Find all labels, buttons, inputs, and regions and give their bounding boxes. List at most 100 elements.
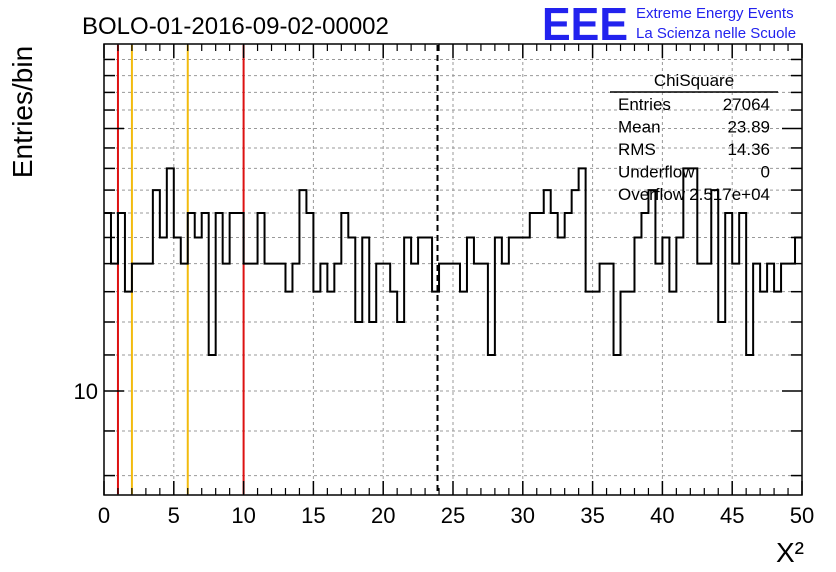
eee-logo-mark: EEE xyxy=(542,0,628,50)
histogram-bin xyxy=(739,213,746,495)
histogram-bin xyxy=(195,237,202,495)
histogram-bin xyxy=(495,237,502,495)
histogram-bin xyxy=(467,237,474,495)
histogram-bin xyxy=(628,292,635,495)
histogram-bin xyxy=(397,322,404,495)
histogram-bin xyxy=(272,264,279,495)
histogram-bin xyxy=(795,237,802,495)
stats-row-label: Overflow xyxy=(618,185,686,204)
histogram-bin xyxy=(600,264,607,495)
histogram-bin xyxy=(446,264,453,495)
histogram-bin xyxy=(509,237,516,495)
x-tick-label: 20 xyxy=(371,503,395,528)
stats-rows: Entries 27064 Mean 23.89 RMS 14.36 Underflow 0 O… xyxy=(618,95,770,204)
x-tick-label: 50 xyxy=(790,503,814,528)
histogram-bin xyxy=(767,264,774,495)
histogram-bin xyxy=(181,264,188,495)
histogram-bin xyxy=(313,292,320,495)
histogram-bin xyxy=(244,264,251,495)
histogram-bin xyxy=(781,264,788,495)
histogram-bin xyxy=(390,292,397,495)
histogram-bin xyxy=(460,292,467,495)
x-tick-label: 5 xyxy=(168,503,180,528)
histogram-bin xyxy=(118,213,125,495)
histogram-bin xyxy=(634,237,641,495)
x-tick-label: 15 xyxy=(301,503,325,528)
histogram-bin xyxy=(453,264,460,495)
histogram-bin xyxy=(355,322,362,495)
stats-row-value: 14.36 xyxy=(727,140,770,159)
histogram-bin xyxy=(425,237,432,495)
histogram-bin xyxy=(299,190,306,495)
histogram-bin xyxy=(502,264,509,495)
x-tick-labels: 0 5 10 15 20 25 30 35 40 45 50 xyxy=(98,503,814,528)
histogram-bin xyxy=(188,213,195,495)
x-tick-label: 45 xyxy=(720,503,744,528)
chart-title: BOLO-01-2016-09-02-00002 xyxy=(82,13,389,40)
x-tick-label: 25 xyxy=(441,503,465,528)
histogram-bin xyxy=(125,292,132,495)
histogram-bin xyxy=(753,264,760,495)
stats-title: ChiSquare xyxy=(654,71,734,90)
histogram-bin xyxy=(614,355,621,495)
y-axis-label: Entries/bin xyxy=(7,46,38,178)
histogram-bin xyxy=(530,213,537,495)
y-tick-label: 10 xyxy=(74,379,98,404)
histogram-bin xyxy=(669,292,676,495)
histogram-bin xyxy=(160,237,167,495)
histogram-bin xyxy=(111,264,118,495)
histogram-bin xyxy=(432,292,439,495)
stats-row-label: Underflow xyxy=(618,163,695,182)
histogram-bin xyxy=(348,237,355,495)
histogram-bin xyxy=(258,213,265,495)
histogram-bin xyxy=(711,190,718,495)
histogram-bin xyxy=(320,264,327,495)
histogram-bin xyxy=(327,292,334,495)
histogram-bin xyxy=(732,264,739,495)
histogram-bin xyxy=(641,213,648,495)
stats-row-value: 27064 xyxy=(723,95,770,114)
histogram-bin xyxy=(202,213,209,495)
histogram-bin xyxy=(167,168,174,495)
histogram-bin xyxy=(648,190,655,495)
histogram-bin xyxy=(697,264,704,495)
histogram-bin xyxy=(607,264,614,495)
histogram-bin xyxy=(746,355,753,495)
histogram-bin xyxy=(383,264,390,495)
stats-row-label: Entries xyxy=(618,95,671,114)
histogram-bin xyxy=(662,237,669,495)
x-tick-label: 30 xyxy=(511,503,535,528)
histogram-bin xyxy=(411,264,418,495)
histogram-bin xyxy=(774,292,781,495)
histogram-bin xyxy=(104,213,111,495)
histogram-bin xyxy=(579,168,586,495)
histogram-bin xyxy=(230,213,237,495)
stats-row-value: 2.517e+04 xyxy=(689,185,770,204)
stats-row-value: 0 xyxy=(761,163,770,182)
histogram-bin xyxy=(704,264,711,495)
histogram-bin xyxy=(516,237,523,495)
histogram-bin xyxy=(404,237,411,495)
histogram-bin xyxy=(544,190,551,495)
histogram-bin xyxy=(481,264,488,495)
x-tick-label: 35 xyxy=(580,503,604,528)
histogram-bin xyxy=(655,264,662,495)
stats-row: Entries 27064 xyxy=(618,95,770,114)
histogram-bin xyxy=(376,264,383,495)
stats-box: ChiSquare Entries 27064 Mean 23.89 RMS 14.36 U… xyxy=(610,71,778,204)
histogram-bin xyxy=(488,355,495,495)
stats-row-value: 23.89 xyxy=(727,118,770,137)
histogram-bin xyxy=(146,264,153,495)
histogram-bin xyxy=(683,168,690,495)
histogram-bin xyxy=(362,237,369,495)
histogram-bin xyxy=(523,237,530,495)
histogram-bin xyxy=(153,190,160,495)
histogram-bin xyxy=(690,168,697,495)
logo-line-2: La Scienza nelle Scuole xyxy=(636,25,796,42)
histogram-bin xyxy=(572,190,579,495)
histogram-outline xyxy=(104,167,802,356)
x-axis-label: X² xyxy=(776,537,804,568)
eee-logo: EEE Extreme Energy Events La Scienza nel… xyxy=(542,0,796,50)
